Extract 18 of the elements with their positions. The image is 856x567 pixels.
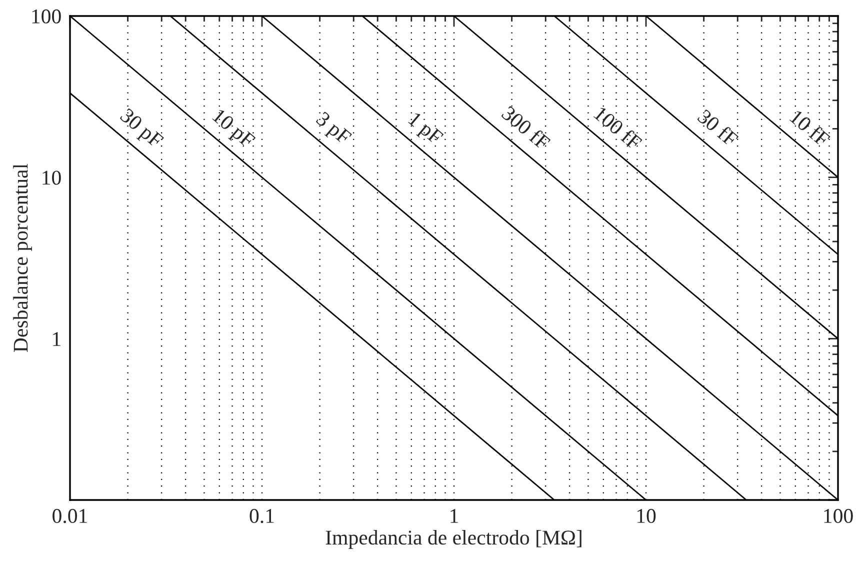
text: 10 pF	[209, 108, 256, 152]
text: 300 fF	[500, 104, 552, 151]
y-tick-label: 10	[42, 170, 61, 185]
x-tick-label: 10	[637, 508, 656, 523]
text: 100 fF	[593, 105, 643, 151]
text: 1 pF	[405, 112, 444, 148]
text: 30 pF	[116, 108, 164, 152]
x-tick-label: 100	[824, 508, 853, 523]
y-tick-label: 1	[53, 332, 60, 346]
text: 30 fF	[696, 108, 740, 148]
x-tick-label: 0.01	[52, 508, 87, 524]
text: 3 pF	[312, 111, 352, 148]
y-axis-title: Desbalance porcentual	[13, 164, 32, 352]
y-tick-label: 100	[32, 9, 61, 24]
text: 10 fF	[789, 108, 831, 148]
x-tick-label: 0.1	[250, 508, 274, 524]
x-tick-label: 1	[450, 509, 458, 523]
x-axis-title: Impedancia de electrodo [MΩ]	[326, 530, 582, 549]
